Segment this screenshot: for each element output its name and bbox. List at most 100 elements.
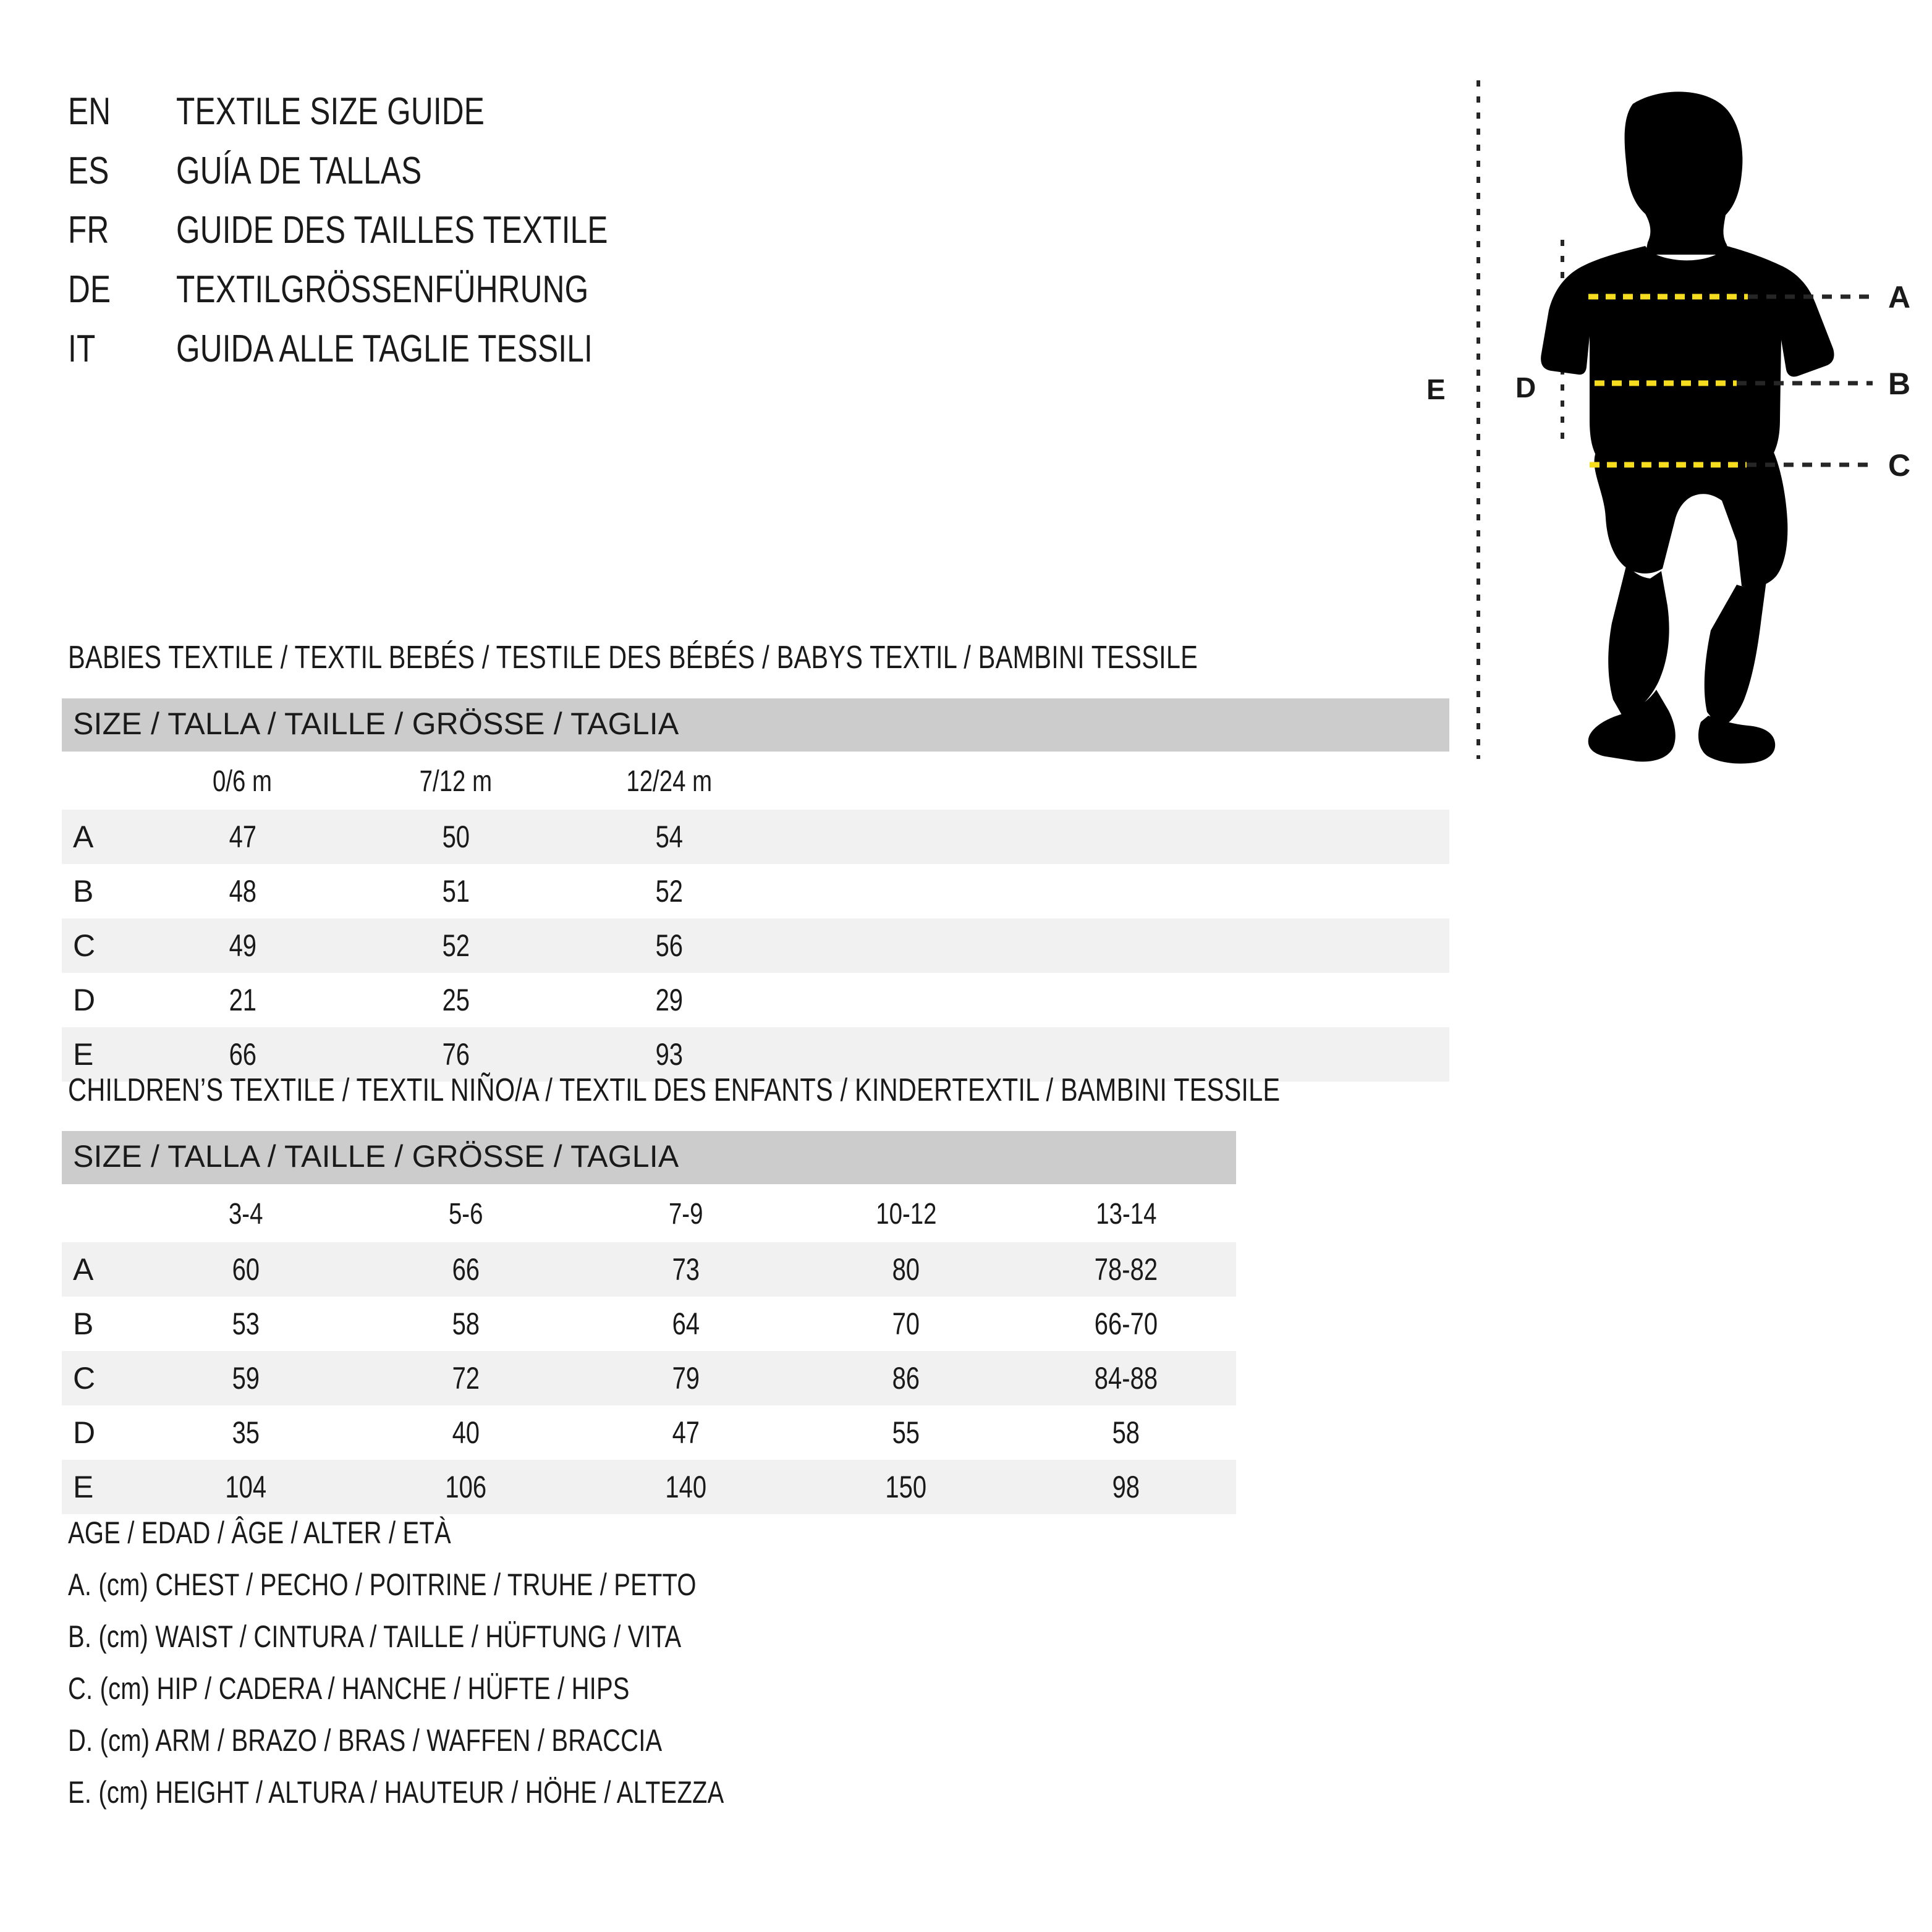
title-lang-en: EN (68, 90, 111, 133)
children-cell-d-0: 35 (136, 1405, 356, 1460)
children-col-3: 10-12 (796, 1184, 1016, 1242)
children-size-bar: SIZE / TALLA / TAILLE / GRÖSSE / TAGLIA (62, 1131, 1237, 1184)
children-cell-b-3: 70 (796, 1297, 1016, 1351)
title-block: EN TEXTILE SIZE GUIDE ES GUÍA DE TALLAS … (68, 93, 1242, 389)
title-text-de: TEXTILGRÖSSENFÜHRUNG (176, 268, 589, 311)
children-cell-b-1: 58 (356, 1297, 576, 1351)
babies-row-label-d: D (62, 973, 136, 1027)
legend-line-e-height: E. (cm) HEIGHT / ALTURA / HAUTEUR / HÖHE… (68, 1775, 724, 1810)
title-text-fr: GUIDE DES TAILLES TEXTILE (176, 209, 608, 252)
table-row: D 21 25 29 (62, 973, 1450, 1027)
label-a: A (1888, 280, 1911, 315)
children-cell-d-3: 55 (796, 1405, 1016, 1460)
children-cell-e-3: 150 (796, 1460, 1016, 1514)
babies-cell-d-0: 21 (136, 973, 349, 1027)
child-silhouette-icon (1541, 91, 1834, 764)
babies-cell-e-2: 93 (562, 1027, 776, 1082)
babies-col-1: 7/12 m (349, 752, 562, 810)
babies-cell-d-2: 29 (562, 973, 776, 1027)
children-section-heading: CHILDREN’S TEXTILE / TEXTIL NIÑO/A / TEX… (68, 1072, 1281, 1108)
children-cell-e-1: 106 (356, 1460, 576, 1514)
babies-cell-a-spacer (776, 810, 1450, 864)
babies-cell-c-2: 56 (562, 918, 776, 973)
table-row: C 59 72 79 86 84-88 (62, 1351, 1237, 1405)
babies-cell-b-1: 51 (349, 864, 562, 918)
table-row: A 60 66 73 80 78-82 (62, 1242, 1237, 1297)
babies-column-header-row: 0/6 m 7/12 m 12/24 m (62, 752, 1450, 810)
children-cell-c-2: 79 (576, 1351, 796, 1405)
babies-corner-cell (62, 752, 136, 810)
babies-cell-e-0: 66 (136, 1027, 349, 1082)
babies-cell-e-1: 76 (349, 1027, 562, 1082)
table-row: A 47 50 54 (62, 810, 1450, 864)
title-lang-fr: FR (68, 209, 109, 252)
label-e: E (1426, 373, 1446, 405)
table-row: B 48 51 52 (62, 864, 1450, 918)
title-text-en: TEXTILE SIZE GUIDE (176, 90, 485, 133)
babies-size-bar-label: SIZE / TALLA / TAILLE / GRÖSSE / TAGLIA (73, 706, 679, 741)
legend-line-b-waist: B. (cm) WAIST / CINTURA / TAILLE / HÜFTU… (68, 1619, 682, 1654)
babies-cell-a-0: 47 (136, 810, 349, 864)
babies-col-2: 12/24 m (562, 752, 776, 810)
babies-cell-b-spacer (776, 864, 1450, 918)
table-row: E 66 76 93 (62, 1027, 1450, 1082)
children-cell-d-1: 40 (356, 1405, 576, 1460)
children-cell-a-0: 60 (136, 1242, 356, 1297)
babies-cell-e-spacer (776, 1027, 1450, 1082)
babies-row-label-e: E (62, 1027, 136, 1082)
children-cell-a-4: 78-82 (1016, 1242, 1237, 1297)
figure-svg (1477, 80, 1873, 764)
children-col-1: 5-6 (356, 1184, 576, 1242)
babies-col-spacer (776, 752, 1450, 810)
babies-cell-c-spacer (776, 918, 1450, 973)
children-cell-c-0: 59 (136, 1351, 356, 1405)
babies-size-bar: SIZE / TALLA / TAILLE / GRÖSSE / TAGLIA (62, 698, 1450, 752)
babies-cell-c-1: 52 (349, 918, 562, 973)
table-row: E 104 106 140 150 98 (62, 1460, 1237, 1514)
children-cell-e-4: 98 (1016, 1460, 1237, 1514)
babies-cell-a-1: 50 (349, 810, 562, 864)
label-c: C (1888, 448, 1911, 483)
measurement-diagram: E D A B C (1403, 74, 1932, 766)
label-d: D (1515, 371, 1536, 404)
title-text-es: GUÍA DE TALLAS (176, 150, 422, 192)
title-row-it: IT GUIDA ALLE TAGLIE TESSILI (68, 330, 1242, 389)
children-cell-b-0: 53 (136, 1297, 356, 1351)
children-col-4: 13-14 (1016, 1184, 1237, 1242)
children-cell-c-1: 72 (356, 1351, 576, 1405)
children-column-header-row: 3-4 5-6 7-9 10-12 13-14 (62, 1184, 1237, 1242)
children-cell-e-2: 140 (576, 1460, 796, 1514)
children-cell-a-1: 66 (356, 1242, 576, 1297)
babies-cell-d-1: 25 (349, 973, 562, 1027)
babies-cell-c-0: 49 (136, 918, 349, 973)
table-row: C 49 52 56 (62, 918, 1450, 973)
babies-size-bar-cell: SIZE / TALLA / TAILLE / GRÖSSE / TAGLIA (62, 698, 1450, 752)
legend-line-d-arm: D. (cm) ARM / BRAZO / BRAS / WAFFEN / BR… (68, 1723, 663, 1758)
legend-line-age: AGE / EDAD / ÂGE / ALTER / ETÀ (68, 1515, 451, 1550)
children-size-bar-label: SIZE / TALLA / TAILLE / GRÖSSE / TAGLIA (73, 1139, 679, 1174)
title-row-en: EN TEXTILE SIZE GUIDE (68, 93, 1242, 152)
children-cell-b-2: 64 (576, 1297, 796, 1351)
babies-section-heading: BABIES TEXTILE / TEXTIL BEBÉS / TESTILE … (68, 640, 1198, 676)
children-row-label-e: E (62, 1460, 136, 1514)
legend-line-c-hip: C. (cm) HIP / CADERA / HANCHE / HÜFTE / … (68, 1671, 630, 1706)
children-cell-c-4: 84-88 (1016, 1351, 1237, 1405)
label-b: B (1888, 366, 1911, 401)
babies-row-label-b: B (62, 864, 136, 918)
children-col-2: 7-9 (576, 1184, 796, 1242)
title-lang-it: IT (68, 328, 96, 370)
children-row-label-a: A (62, 1242, 136, 1297)
children-row-label-b: B (62, 1297, 136, 1351)
babies-cell-b-2: 52 (562, 864, 776, 918)
children-cell-d-2: 47 (576, 1405, 796, 1460)
table-row: B 53 58 64 70 66-70 (62, 1297, 1237, 1351)
children-col-0: 3-4 (136, 1184, 356, 1242)
children-cell-a-3: 80 (796, 1242, 1016, 1297)
children-cell-a-2: 73 (576, 1242, 796, 1297)
children-corner-cell (62, 1184, 136, 1242)
children-cell-e-0: 104 (136, 1460, 356, 1514)
babies-cell-b-0: 48 (136, 864, 349, 918)
title-lang-es: ES (68, 150, 109, 192)
table-row: D 35 40 47 55 58 (62, 1405, 1237, 1460)
children-size-table: SIZE / TALLA / TAILLE / GRÖSSE / TAGLIA … (62, 1131, 1237, 1514)
